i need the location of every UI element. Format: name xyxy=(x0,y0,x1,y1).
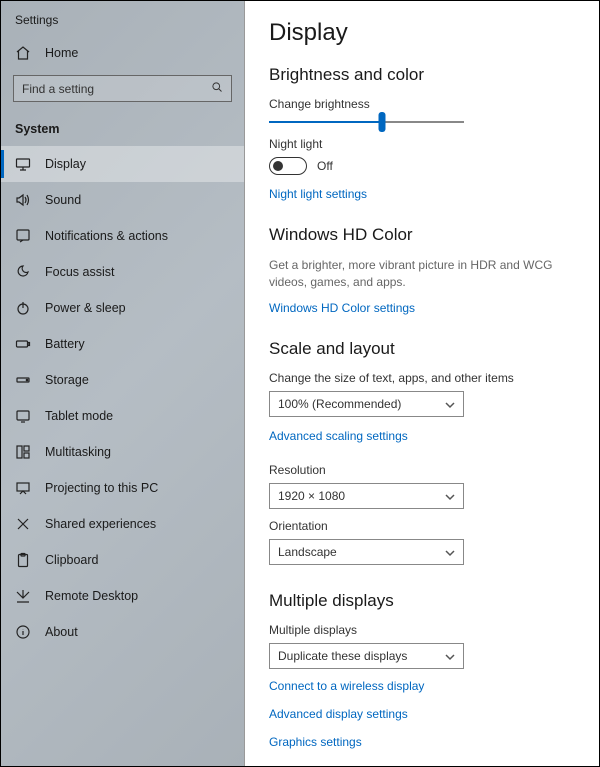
orientation-value: Landscape xyxy=(278,545,337,559)
sidebar-item-label: Focus assist xyxy=(45,265,114,279)
home-label: Home xyxy=(45,46,78,60)
sidebar-item-label: Multitasking xyxy=(45,445,111,459)
multiple-displays-value: Duplicate these displays xyxy=(278,649,407,663)
connect-wireless-link[interactable]: Connect to a wireless display xyxy=(269,679,575,693)
chevron-down-icon xyxy=(445,651,455,661)
advanced-display-link[interactable]: Advanced display settings xyxy=(269,707,575,721)
shared-icon xyxy=(15,516,31,532)
category-title: System xyxy=(1,114,244,146)
hdcolor-description: Get a brighter, more vibrant picture in … xyxy=(269,257,575,291)
toggle-knob xyxy=(273,161,283,171)
projecting-icon xyxy=(15,480,31,496)
sidebar-item-label: About xyxy=(45,625,78,639)
sidebar-item-display[interactable]: Display xyxy=(1,146,244,182)
home-link[interactable]: Home xyxy=(1,35,244,71)
sidebar-item-label: Storage xyxy=(45,373,89,387)
advanced-scaling-link[interactable]: Advanced scaling settings xyxy=(269,429,408,443)
night-light-state: Off xyxy=(317,159,333,173)
sidebar-item-clipboard[interactable]: Clipboard xyxy=(1,542,244,578)
text-size-select[interactable]: 100% (Recommended) xyxy=(269,391,464,417)
storage-icon xyxy=(15,372,31,388)
brightness-section-title: Brightness and color xyxy=(269,65,575,85)
chevron-down-icon xyxy=(445,399,455,409)
sidebar-item-notifications[interactable]: Notifications & actions xyxy=(1,218,244,254)
chevron-down-icon xyxy=(445,547,455,557)
page-title: Display xyxy=(269,19,575,47)
app-title: Settings xyxy=(1,1,244,35)
notifications-icon xyxy=(15,228,31,244)
sidebar-item-label: Remote Desktop xyxy=(45,589,138,603)
sidebar-item-label: Battery xyxy=(45,337,85,351)
brightness-slider[interactable] xyxy=(269,121,464,123)
sidebar: Settings Home Find a setting System Disp… xyxy=(1,1,245,766)
nav-list: Display Sound Notifications & actions Fo… xyxy=(1,146,244,650)
sidebar-item-about[interactable]: About xyxy=(1,614,244,650)
multiple-displays-select[interactable]: Duplicate these displays xyxy=(269,643,464,669)
scale-section-title: Scale and layout xyxy=(269,339,575,359)
sidebar-item-label: Power & sleep xyxy=(45,301,126,315)
sidebar-item-label: Projecting to this PC xyxy=(45,481,158,495)
sidebar-item-label: Display xyxy=(45,157,86,171)
resolution-value: 1920 × 1080 xyxy=(278,489,345,503)
resolution-select[interactable]: 1920 × 1080 xyxy=(269,483,464,509)
multitasking-icon xyxy=(15,444,31,460)
graphics-settings-link[interactable]: Graphics settings xyxy=(269,735,575,749)
night-light-label: Night light xyxy=(269,137,575,151)
clipboard-icon xyxy=(15,552,31,568)
sidebar-item-storage[interactable]: Storage xyxy=(1,362,244,398)
multiple-displays-label: Multiple displays xyxy=(269,623,575,637)
focus-assist-icon xyxy=(15,264,31,280)
resolution-label: Resolution xyxy=(269,463,575,477)
search-placeholder: Find a setting xyxy=(22,82,94,96)
sidebar-item-tablet[interactable]: Tablet mode xyxy=(1,398,244,434)
search-input[interactable]: Find a setting xyxy=(13,75,232,102)
sidebar-item-power[interactable]: Power & sleep xyxy=(1,290,244,326)
about-icon xyxy=(15,624,31,640)
night-light-settings-link[interactable]: Night light settings xyxy=(269,187,367,201)
chevron-down-icon xyxy=(445,491,455,501)
brightness-slider-thumb[interactable] xyxy=(379,112,386,132)
display-icon xyxy=(15,156,31,172)
sidebar-item-label: Notifications & actions xyxy=(45,229,168,243)
sidebar-item-label: Shared experiences xyxy=(45,517,156,531)
multiple-section-title: Multiple displays xyxy=(269,591,575,611)
home-icon xyxy=(15,45,31,61)
text-size-value: 100% (Recommended) xyxy=(278,397,401,411)
sidebar-item-focus-assist[interactable]: Focus assist xyxy=(1,254,244,290)
orientation-select[interactable]: Landscape xyxy=(269,539,464,565)
hdcolor-settings-link[interactable]: Windows HD Color settings xyxy=(269,301,415,315)
hdcolor-section-title: Windows HD Color xyxy=(269,225,575,245)
night-light-toggle[interactable] xyxy=(269,157,307,175)
tablet-icon xyxy=(15,408,31,424)
sound-icon xyxy=(15,192,31,208)
sidebar-item-shared[interactable]: Shared experiences xyxy=(1,506,244,542)
text-size-label: Change the size of text, apps, and other… xyxy=(269,371,575,385)
sidebar-item-battery[interactable]: Battery xyxy=(1,326,244,362)
sidebar-item-multitasking[interactable]: Multitasking xyxy=(1,434,244,470)
main-panel: Display Brightness and color Change brig… xyxy=(245,1,599,766)
sidebar-item-sound[interactable]: Sound xyxy=(1,182,244,218)
brightness-slider-fill xyxy=(269,121,382,123)
sidebar-item-projecting[interactable]: Projecting to this PC xyxy=(1,470,244,506)
battery-icon xyxy=(15,336,31,352)
search-icon xyxy=(211,81,223,96)
sidebar-item-remote[interactable]: Remote Desktop xyxy=(1,578,244,614)
sidebar-item-label: Tablet mode xyxy=(45,409,113,423)
sidebar-item-label: Clipboard xyxy=(45,553,99,567)
sidebar-item-label: Sound xyxy=(45,193,81,207)
orientation-label: Orientation xyxy=(269,519,575,533)
remote-icon xyxy=(15,588,31,604)
brightness-slider-label: Change brightness xyxy=(269,97,575,111)
power-icon xyxy=(15,300,31,316)
